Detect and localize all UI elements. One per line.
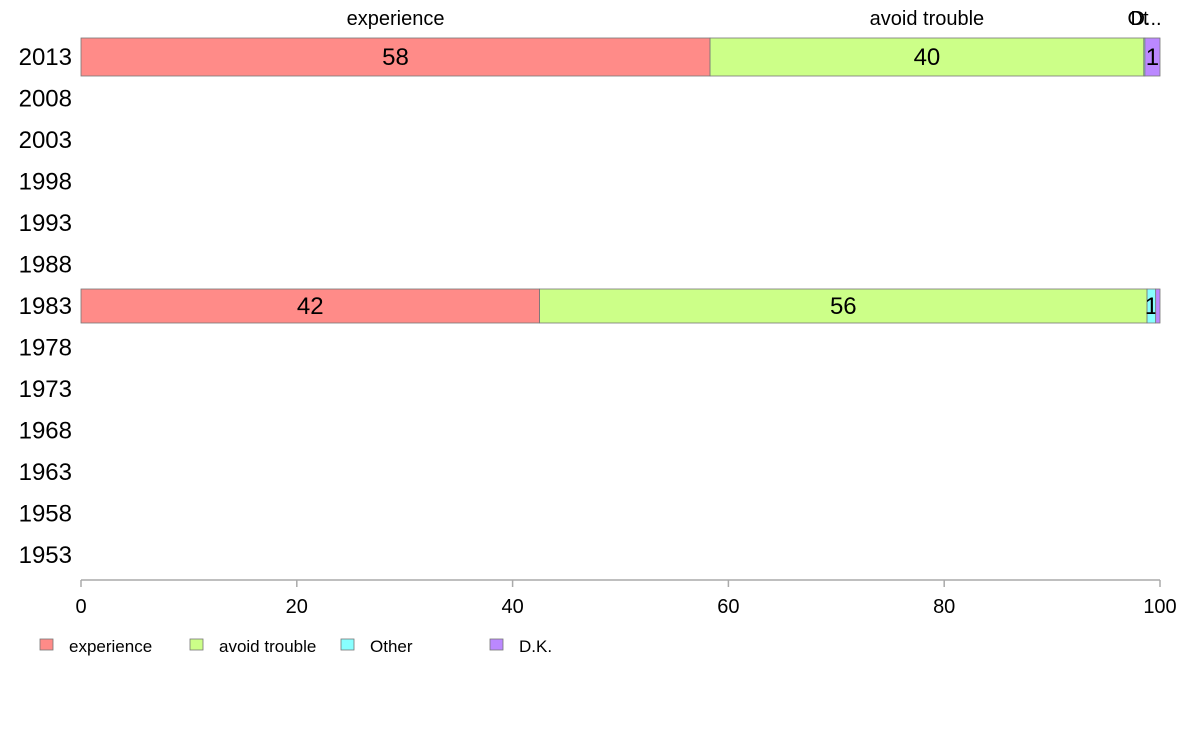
year-label: 2008 xyxy=(19,86,72,113)
x-tick-label: 0 xyxy=(75,596,86,618)
year-label: 1978 xyxy=(19,335,72,362)
bar-value-label: 42 xyxy=(297,293,324,320)
legend-label: avoid trouble xyxy=(219,637,316,656)
series-top-label: avoid trouble xyxy=(870,8,985,30)
legend: experience avoid trouble Other D.K. xyxy=(39,637,552,656)
series-top-label: Ot xyxy=(1127,8,1149,30)
year-label: 1973 xyxy=(19,376,72,403)
bar-segment-d-k- xyxy=(1144,37,1161,77)
legend-label: D.K. xyxy=(519,637,552,656)
year-label: 2003 xyxy=(19,127,72,154)
series-top-label: experience xyxy=(347,8,445,30)
year-label: 1968 xyxy=(19,418,72,445)
year-label: 1998 xyxy=(19,169,72,196)
legend-label: experience xyxy=(69,637,152,656)
year-axis: 2013 2008 2003 1998 1993 1988 1983 1978 1973 1968… xyxy=(19,44,72,569)
bar-value-label: 58 xyxy=(382,44,409,71)
series-top-label: D... xyxy=(1130,8,1161,30)
legend-label: Other xyxy=(370,637,413,656)
x-tick-label: 60 xyxy=(717,596,739,618)
year-label: 1963 xyxy=(19,459,72,486)
legend-swatch xyxy=(340,638,355,651)
bar-segment-d-k- xyxy=(1155,288,1161,324)
year-label: 1983 xyxy=(19,293,72,320)
bar-value-label: 1 xyxy=(1145,293,1158,320)
legend-swatch xyxy=(189,638,204,651)
x-tick-label: 20 xyxy=(286,596,308,618)
legend-swatch xyxy=(39,638,54,651)
bar-value-label: 1 xyxy=(1146,44,1159,71)
series-top-labels: experience avoid trouble OtD... xyxy=(347,8,1162,30)
x-axis: 0 20 40 60 80 100 xyxy=(75,579,1177,618)
year-label: 1958 xyxy=(19,501,72,528)
x-tick-label: 100 xyxy=(1143,596,1176,618)
x-tick-label: 80 xyxy=(933,596,955,618)
x-tick-label: 40 xyxy=(501,596,523,618)
bar-value-label: 40 xyxy=(914,44,941,71)
year-label: 1993 xyxy=(19,210,72,237)
year-label: 1953 xyxy=(19,542,72,569)
legend-swatch xyxy=(489,638,504,651)
year-label: 1988 xyxy=(19,252,72,279)
bars: 58 40 1 42 56 1 xyxy=(80,37,1161,324)
year-label: 2013 xyxy=(19,44,72,71)
bar-segment-avoid-trouble xyxy=(709,37,1145,77)
bar-value-label: 56 xyxy=(830,293,857,320)
bar-segment-experience xyxy=(80,288,540,324)
